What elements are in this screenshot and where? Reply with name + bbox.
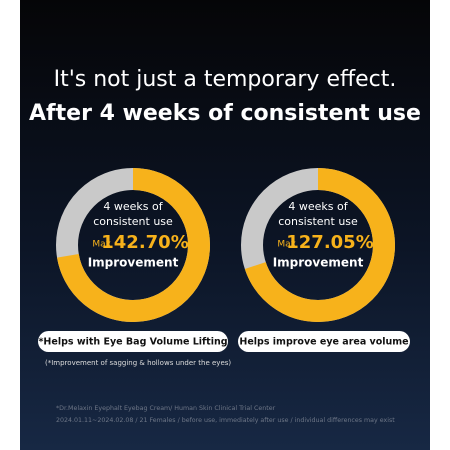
prefix: Max [277, 240, 296, 250]
value: 127.05% [286, 232, 374, 253]
caption: Improvement [88, 256, 179, 270]
prefix: Max [92, 240, 111, 250]
label: consistent use [278, 215, 358, 228]
donut: 4 weeks of consistent use Max 127.05% Im… [241, 168, 395, 322]
value: 142.70% [101, 232, 189, 253]
badge: *Helps with Eye Bag Volume Lifting [38, 337, 227, 348]
footer: *Dr.Melaxin Eyephalt Eyebag Cream/ Human… [56, 405, 276, 412]
label: 4 weeks of [288, 200, 348, 213]
badge-bg [38, 331, 228, 352]
ring-arc [56, 168, 210, 322]
background [20, 0, 430, 450]
badge-bg [238, 331, 410, 352]
label: consistent use [93, 215, 173, 228]
badge: Helps improve eye area volume [239, 337, 408, 348]
caption: Improvement [273, 256, 364, 270]
headline: It's not just a temporary effect. [54, 67, 397, 92]
label: 4 weeks of [103, 200, 163, 213]
footer: 2024.01.11~2024.02.08 / 21 Females / bef… [56, 417, 395, 424]
ring-arc [241, 168, 395, 322]
headline-bold: After 4 weeks of consistent use [29, 101, 421, 126]
note: (*Improvement of sagging & hollows under… [45, 359, 231, 367]
donut: 4 weeks of consistent use Max 142.70% Im… [56, 168, 210, 322]
